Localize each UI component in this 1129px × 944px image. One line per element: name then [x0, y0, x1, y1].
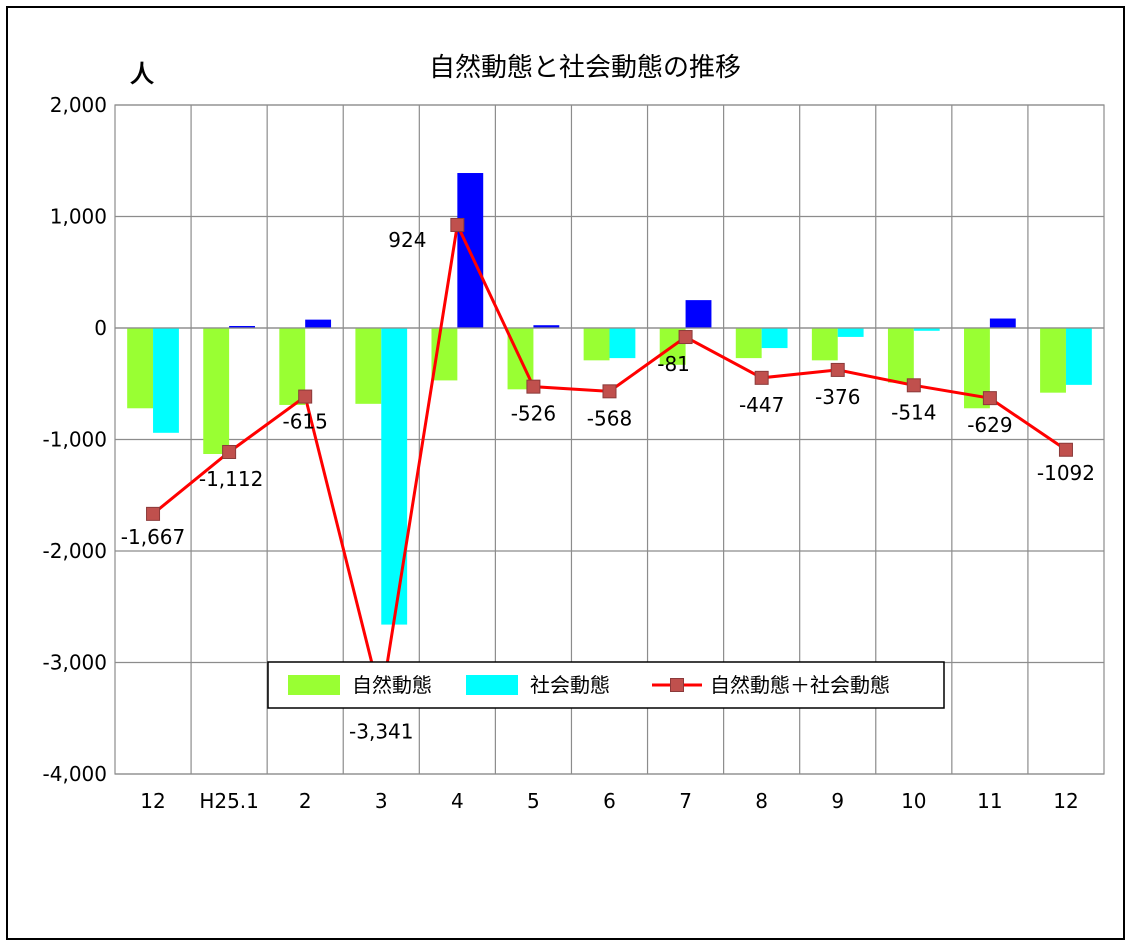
- y-tick-label: -1,000: [43, 428, 107, 452]
- x-tick-label: 12: [1053, 789, 1078, 813]
- data-label: -3,341: [349, 720, 413, 744]
- x-tick-label: 11: [977, 789, 1002, 813]
- bar-natural: [583, 328, 610, 361]
- legend-swatch-social: [466, 675, 518, 695]
- line-marker: [982, 391, 997, 406]
- legend-label-social: 社会動態: [530, 673, 610, 697]
- line-marker: [526, 379, 541, 394]
- bar-social: [609, 328, 636, 359]
- bar-natural: [811, 328, 838, 361]
- y-tick-label: -3,000: [43, 651, 107, 675]
- x-tick-label: 4: [451, 789, 464, 813]
- x-tick-label: 8: [755, 789, 768, 813]
- x-tick-label: 6: [603, 789, 616, 813]
- bar-social: [1065, 328, 1092, 385]
- bar-natural: [887, 328, 914, 383]
- legend-label-total: 自然動態＋社会動態: [710, 673, 890, 697]
- data-label: -376: [815, 385, 860, 409]
- data-label: -1,667: [121, 525, 185, 549]
- bar-natural: [127, 328, 154, 409]
- y-tick-label: 1,000: [50, 205, 107, 229]
- y-tick-label: -4,000: [43, 762, 107, 786]
- data-label: -1092: [1037, 461, 1095, 485]
- bar-natural: [355, 328, 382, 404]
- bar-social: [761, 328, 788, 349]
- bar-social: [533, 325, 560, 328]
- x-tick-label: 5: [527, 789, 540, 813]
- line-marker: [222, 444, 237, 459]
- plot-area: 2,000 1,000 0 -1,000 -2,000 -3,000 -4,000 12 H25…: [43, 93, 1105, 813]
- bar-natural: [203, 328, 230, 454]
- line-marker: [754, 370, 769, 385]
- line-marker: [1058, 442, 1073, 457]
- bar-social: [229, 325, 255, 328]
- line-marker: [602, 384, 617, 399]
- line-marker: [146, 506, 161, 521]
- bar-social: [153, 328, 179, 433]
- data-label: -81: [657, 352, 690, 376]
- legend-box: [267, 661, 945, 709]
- x-tick-label: 12: [140, 789, 165, 813]
- x-tick-label: 10: [901, 789, 926, 813]
- line-total: [152, 219, 1067, 701]
- bar-natural: [1040, 328, 1066, 393]
- bar-social: [381, 328, 408, 625]
- x-tick-label: 7: [679, 789, 692, 813]
- data-label: -514: [891, 400, 936, 424]
- line-marker: [678, 330, 693, 345]
- data-label: -568: [587, 406, 632, 430]
- y-unit-label: 人: [130, 60, 154, 88]
- y-tick-label: 2,000: [50, 93, 107, 117]
- bar-natural: [735, 328, 762, 359]
- line-marker: [830, 362, 845, 377]
- x-tick-label: 9: [831, 789, 844, 813]
- legend: 自然動態 社会動態 自然動態＋社会動態: [267, 661, 945, 709]
- x-tick-label: 3: [375, 789, 388, 813]
- line-marker: [450, 217, 465, 232]
- y-tick-label: -2,000: [43, 539, 107, 563]
- line-marker: [298, 389, 313, 404]
- bar-social: [837, 328, 864, 337]
- bar-social: [685, 300, 712, 328]
- legend-swatch-natural: [288, 675, 340, 695]
- bar-social: [989, 318, 1016, 328]
- data-label: -615: [282, 410, 327, 434]
- data-label: -629: [967, 413, 1012, 437]
- data-label: -447: [739, 393, 784, 417]
- legend-marker-total: [670, 678, 684, 692]
- x-tick-label: 2: [299, 789, 312, 813]
- data-label: -526: [511, 402, 556, 426]
- chart-frame: [6, 6, 1125, 940]
- y-tick-label: 0: [94, 316, 107, 340]
- chart-title: 自然動態と社会動態の推移: [429, 53, 741, 83]
- bar-social: [305, 319, 332, 328]
- bar-social: [913, 328, 940, 331]
- data-label: -1,112: [199, 467, 263, 491]
- x-tick-label: H25.1: [199, 789, 259, 813]
- data-label: 924: [388, 228, 426, 252]
- line-marker: [906, 378, 921, 393]
- legend-label-natural: 自然動態: [352, 673, 432, 697]
